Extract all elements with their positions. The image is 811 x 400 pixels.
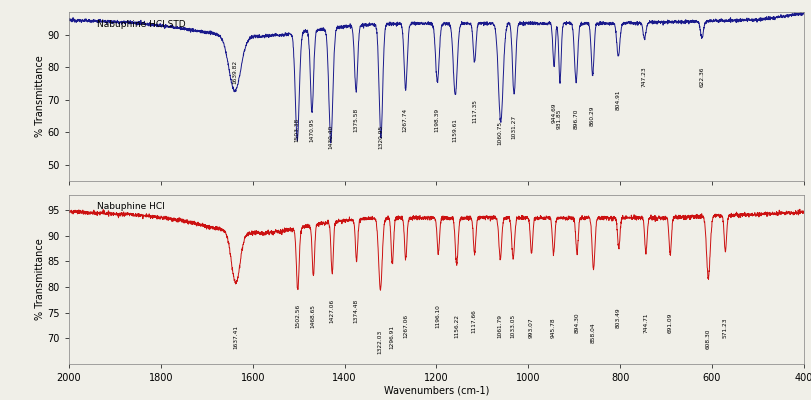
Text: 1196.10: 1196.10 <box>436 304 440 328</box>
Text: 1502.56: 1502.56 <box>294 304 299 328</box>
Text: 1060.75: 1060.75 <box>497 121 502 146</box>
Text: 691.09: 691.09 <box>667 313 672 333</box>
Text: 1320.95: 1320.95 <box>378 124 383 149</box>
Text: 747.23: 747.23 <box>642 66 646 87</box>
Text: 1639.82: 1639.82 <box>232 60 237 84</box>
Text: 945.78: 945.78 <box>550 318 555 338</box>
Text: 931.85: 931.85 <box>556 109 561 129</box>
Text: 1322.03: 1322.03 <box>377 330 383 354</box>
Text: 896.70: 896.70 <box>573 109 577 129</box>
Text: 1117.35: 1117.35 <box>471 99 476 123</box>
Text: 1374.48: 1374.48 <box>354 299 358 323</box>
Text: 894.30: 894.30 <box>573 313 578 333</box>
Text: 1031.27: 1031.27 <box>511 115 516 139</box>
Text: 1375.58: 1375.58 <box>353 108 358 132</box>
Text: 1430.40: 1430.40 <box>328 124 333 149</box>
Text: 1637.41: 1637.41 <box>233 325 238 349</box>
Text: 858.04: 858.04 <box>590 323 595 344</box>
Text: 993.07: 993.07 <box>528 318 534 338</box>
Y-axis label: % Transmittance: % Transmittance <box>35 238 45 320</box>
Text: 804.91: 804.91 <box>615 89 620 110</box>
Text: 1503.38: 1503.38 <box>294 118 299 142</box>
Text: 608.30: 608.30 <box>705 328 710 349</box>
Text: 1267.74: 1267.74 <box>402 108 407 132</box>
Text: Nabuphine HCl: Nabuphine HCl <box>97 202 164 212</box>
X-axis label: Wavenumbers (cm-1): Wavenumbers (cm-1) <box>384 386 488 396</box>
Text: 744.71: 744.71 <box>642 313 647 333</box>
Text: 1117.66: 1117.66 <box>471 310 476 333</box>
Text: 1470.95: 1470.95 <box>309 118 314 142</box>
Text: 1267.06: 1267.06 <box>402 314 408 338</box>
Text: 1427.06: 1427.06 <box>329 299 334 323</box>
Text: 1198.39: 1198.39 <box>434 108 439 132</box>
Text: 944.69: 944.69 <box>551 102 556 123</box>
Y-axis label: % Transmittance: % Transmittance <box>35 56 45 138</box>
Text: 622.36: 622.36 <box>698 66 703 87</box>
Text: 1156.22: 1156.22 <box>453 314 458 338</box>
Text: Nabuphine HCl STD: Nabuphine HCl STD <box>97 20 185 29</box>
Text: 860.29: 860.29 <box>590 106 594 126</box>
Text: 1061.79: 1061.79 <box>497 314 502 338</box>
Text: 1033.05: 1033.05 <box>510 314 515 338</box>
Text: 1468.65: 1468.65 <box>310 304 315 328</box>
Text: 803.49: 803.49 <box>616 308 620 328</box>
Text: 1296.91: 1296.91 <box>389 325 394 349</box>
Text: 571.23: 571.23 <box>722 318 727 338</box>
Text: 1159.61: 1159.61 <box>452 118 457 142</box>
